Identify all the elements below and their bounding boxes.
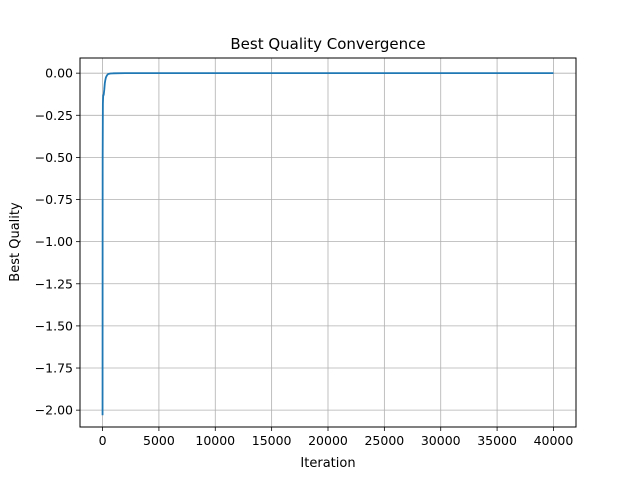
x-tick-label: 25000	[364, 433, 404, 448]
y-tick-label: −2.00	[35, 403, 73, 418]
x-tick-label: 30000	[421, 433, 461, 448]
y-tick-label: −0.50	[35, 150, 73, 165]
y-tick-label: −0.25	[35, 108, 73, 123]
series-line	[101, 72, 554, 416]
y-tick-label: −0.75	[35, 192, 73, 207]
y-tick-label: −1.00	[35, 234, 73, 249]
x-axis-label: Iteration	[300, 456, 355, 471]
y-tick-label: 0.00	[45, 66, 73, 81]
x-tick-label: 10000	[195, 433, 235, 448]
x-tick-label: 15000	[252, 433, 292, 448]
x-tick-label: 5000	[143, 433, 175, 448]
x-ticks: 0 5000 10000 15000 20000 25000 30000 35000 40000	[99, 427, 574, 448]
y-axis-label: Best Quality	[8, 202, 23, 282]
x-tick-label: 0	[99, 433, 107, 448]
chart-title: Best Quality Convergence	[230, 35, 425, 53]
y-tick-label: −1.50	[35, 318, 73, 333]
y-tick-label: −1.75	[35, 361, 73, 376]
x-tick-label: 35000	[477, 433, 517, 448]
y-tick-label: −1.25	[35, 276, 73, 291]
x-tick-label: 40000	[534, 433, 574, 448]
series-layer	[101, 72, 554, 416]
x-tick-label: 20000	[308, 433, 348, 448]
y-ticks: 0.00 −0.25 −0.50 −0.75 −1.00 −1.25 −1.50 −1.75 −…	[35, 66, 80, 418]
